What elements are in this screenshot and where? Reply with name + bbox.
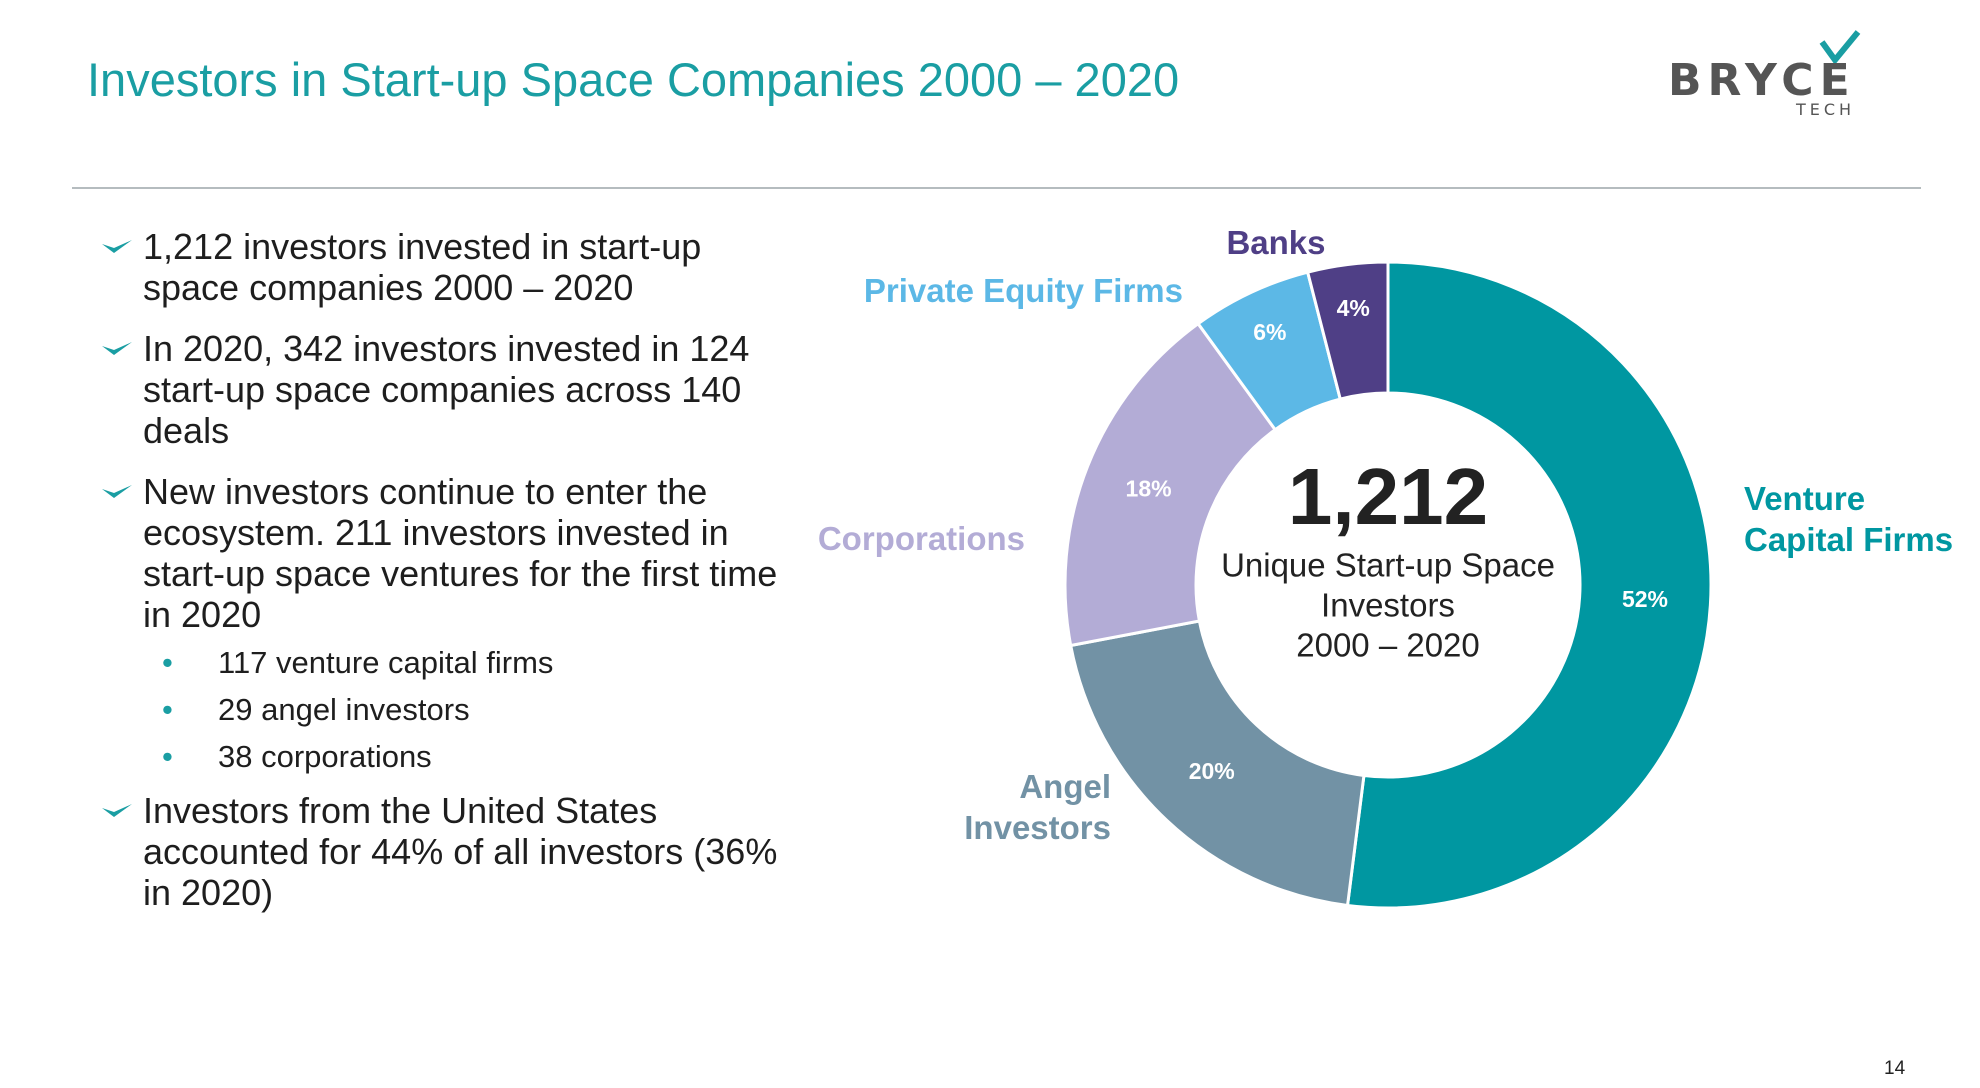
- sub-bullet: • 38 corporations: [100, 733, 800, 780]
- category-label: Venture Capital Firms: [1744, 480, 1954, 558]
- page-number: 14: [1884, 1058, 1906, 1079]
- bullet: 1,212 investors invested in start-up spa…: [100, 226, 783, 308]
- check: [102, 240, 132, 253]
- value-label: 20%: [1189, 758, 1235, 784]
- bullet-text: New investors continue to enter the ecos…: [143, 471, 778, 635]
- logo-name: BRYCE: [1668, 55, 1856, 106]
- category-label: Angel Investors: [964, 768, 1111, 846]
- sub-dot: •: [162, 692, 173, 727]
- center-text: Unique Start-up Space: [1221, 547, 1555, 584]
- bullet-text: 1,212 investors invested in start-up spa…: [143, 226, 702, 308]
- sub-dot: •: [162, 739, 173, 774]
- bullet-icon: [102, 240, 132, 253]
- bullet: In 2020, 342 investors invested in 124 s…: [100, 328, 783, 451]
- bullet-list: 1,212 investors invested in start-up spa…: [100, 226, 800, 933]
- value-label: 6%: [1253, 319, 1286, 345]
- donut-segment: [1196, 270, 1343, 432]
- check: [102, 342, 132, 355]
- sub-bullet: • 117 venture capital firms: [100, 639, 800, 686]
- sub-text: 38 corporations: [218, 739, 432, 774]
- slide-title: Investors in Start-up Space Companies 20…: [87, 53, 1180, 106]
- bullet-icon: [102, 804, 132, 817]
- sub-list: • 117 venture capital firms • 29 angel inve…: [100, 639, 800, 780]
- divider: [72, 187, 1921, 189]
- center-text: 2000 – 2020: [1296, 627, 1480, 664]
- center-text: Investors: [1321, 587, 1455, 624]
- logo-chevron: [1819, 30, 1861, 65]
- sub-dot: •: [162, 645, 173, 680]
- bullet-text: Investors from the United States account…: [143, 790, 778, 913]
- value-label: 52%: [1622, 586, 1668, 612]
- sub-text: 29 angel investors: [218, 692, 470, 727]
- bullet-icon: [102, 342, 132, 355]
- donut-segment: [1063, 321, 1278, 648]
- center-value: 1,212: [1288, 452, 1488, 541]
- bullet-icon: [102, 485, 132, 498]
- category-label: Private Equity Firms: [863, 272, 1183, 309]
- value-label: 4%: [1337, 295, 1370, 321]
- donut-segment: [1345, 260, 1713, 910]
- donut-segment: [1068, 619, 1366, 908]
- logo: BRYCE TECH: [1668, 30, 1861, 119]
- category-label: Banks: [1226, 224, 1326, 261]
- sub-text: 117 venture capital firms: [218, 645, 554, 680]
- check: [102, 804, 132, 817]
- bullet-text: In 2020, 342 investors invested in 124 s…: [143, 328, 750, 451]
- logo-sub: TECH: [1795, 100, 1855, 119]
- check: [102, 485, 132, 498]
- value-label: 18%: [1126, 475, 1172, 501]
- category-label: Corporations: [817, 520, 1025, 557]
- bullet: Investors from the United States account…: [100, 790, 783, 913]
- bullet: New investors continue to enter the ecos…: [100, 471, 783, 635]
- donut-segment: [1305, 260, 1390, 401]
- sub-bullet: • 29 angel investors: [100, 686, 800, 733]
